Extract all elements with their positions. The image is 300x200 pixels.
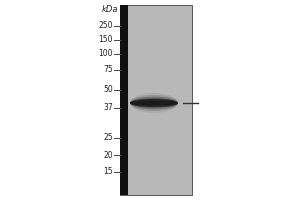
Bar — [120, 5, 192, 195]
Ellipse shape — [130, 95, 178, 111]
Ellipse shape — [130, 100, 178, 106]
Text: 75: 75 — [103, 66, 113, 74]
Text: 250: 250 — [98, 21, 113, 30]
Ellipse shape — [130, 101, 178, 105]
Text: 150: 150 — [98, 36, 113, 45]
Text: 15: 15 — [103, 168, 113, 176]
Bar — [120, 5, 128, 195]
Ellipse shape — [130, 97, 178, 109]
Text: 20: 20 — [103, 150, 113, 160]
Ellipse shape — [130, 98, 178, 108]
Text: kDa: kDa — [101, 5, 118, 15]
Text: 100: 100 — [98, 49, 113, 58]
Text: 50: 50 — [103, 86, 113, 95]
Text: 37: 37 — [103, 104, 113, 112]
Ellipse shape — [130, 93, 178, 113]
Ellipse shape — [130, 99, 178, 107]
Text: 25: 25 — [103, 134, 113, 142]
